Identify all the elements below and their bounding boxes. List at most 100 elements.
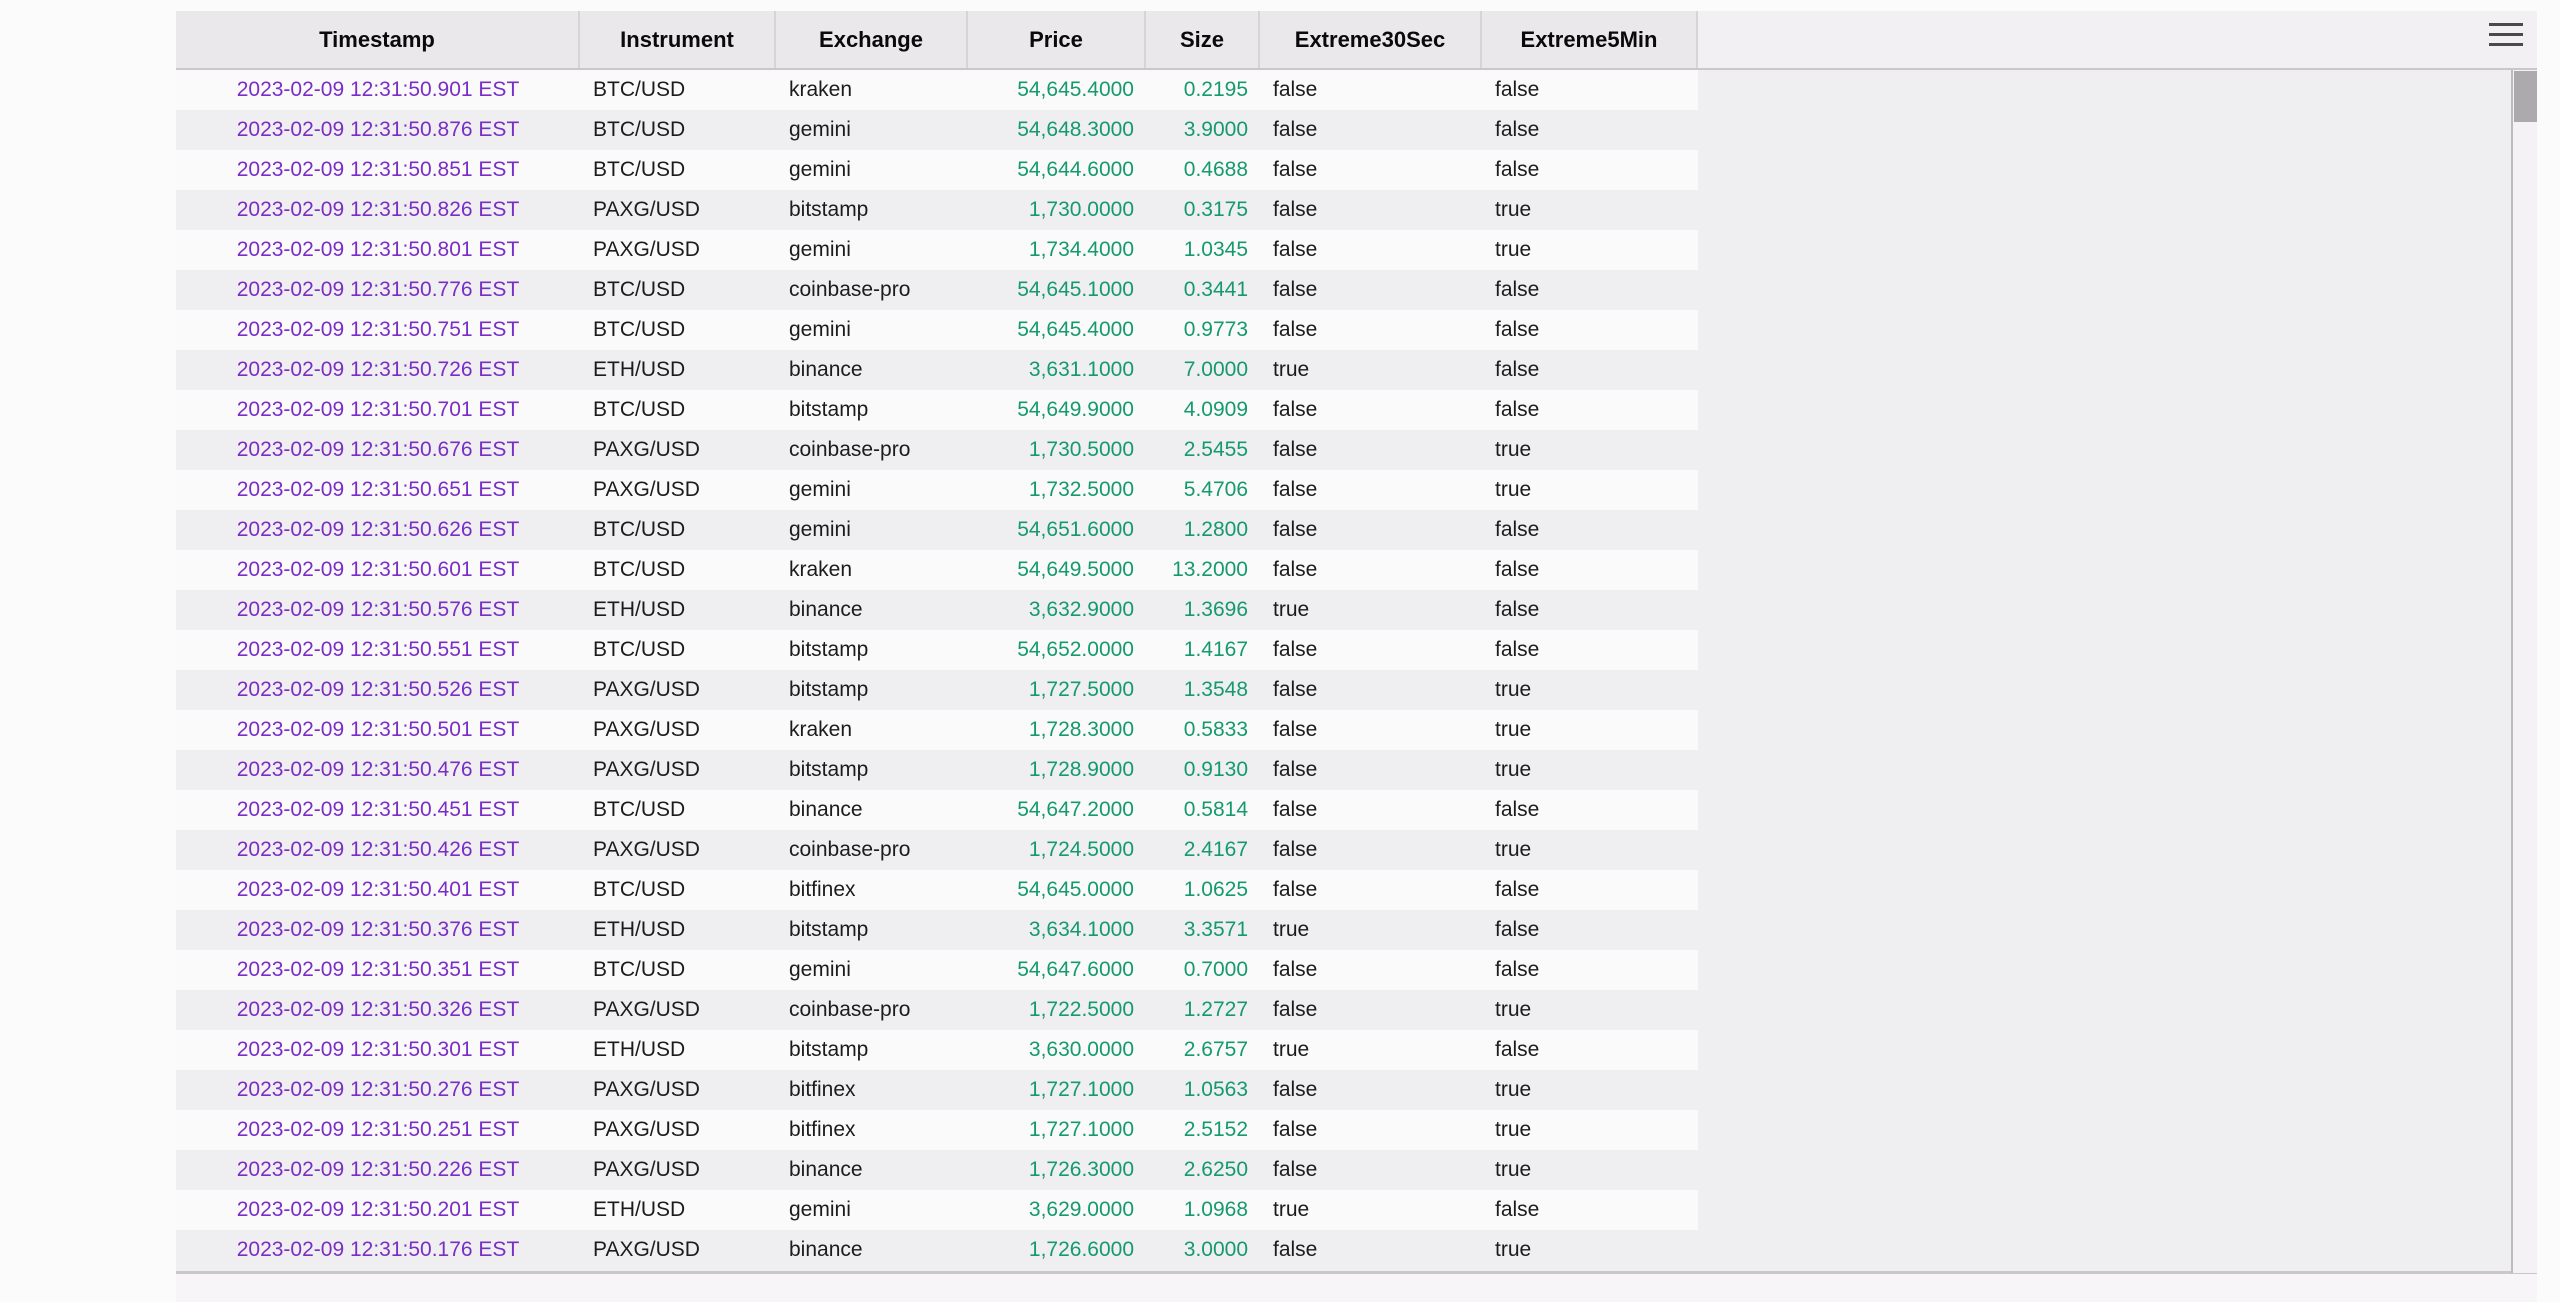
table-row[interactable]: 2023-02-09 12:31:50.326 EST PAXG/USD coinb… — [176, 990, 1698, 1030]
cell-exchange: binance — [789, 1238, 863, 1261]
cell-extreme30sec: false — [1273, 678, 1318, 701]
cell-price: 54,645.0000 — [1017, 878, 1134, 901]
table-row[interactable]: 2023-02-09 12:31:50.451 EST BTC/USD binanc… — [176, 790, 1698, 830]
cell-price: 1,726.6000 — [1028, 1238, 1134, 1261]
column-header-price[interactable]: Price — [968, 11, 1146, 68]
cell-timestamp: 2023-02-09 12:31:50.851 EST — [236, 158, 520, 181]
cell-extreme30sec: true — [1273, 1038, 1310, 1061]
table-row[interactable]: 2023-02-09 12:31:50.801 EST PAXG/USD gemin… — [176, 230, 1698, 270]
cell-timestamp: 2023-02-09 12:31:50.276 EST — [236, 1078, 520, 1101]
column-header-timestamp[interactable]: Timestamp — [176, 11, 580, 68]
cell-instrument: BTC/USD — [593, 278, 686, 301]
table-row[interactable]: 2023-02-09 12:31:50.526 EST PAXG/USD bitst… — [176, 670, 1698, 710]
cell-extreme30sec: false — [1273, 1238, 1318, 1261]
cell-timestamp: 2023-02-09 12:31:50.801 EST — [236, 238, 520, 261]
table-row[interactable]: 2023-02-09 12:31:50.426 EST PAXG/USD coinb… — [176, 830, 1698, 870]
cell-size: 1.2727 — [1183, 998, 1248, 1021]
column-header-extreme5min[interactable]: Extreme5Min — [1482, 11, 1698, 68]
cell-timestamp: 2023-02-09 12:31:50.351 EST — [236, 958, 520, 981]
vertical-scrollbar[interactable] — [2511, 70, 2537, 1273]
cell-price: 3,629.0000 — [1028, 1198, 1134, 1221]
hamburger-menu-icon[interactable] — [2489, 23, 2523, 49]
cell-exchange: gemini — [789, 478, 851, 501]
cell-instrument: BTC/USD — [593, 398, 686, 421]
table-row[interactable]: 2023-02-09 12:31:50.226 EST PAXG/USD binan… — [176, 1150, 1698, 1190]
cell-size: 2.5152 — [1183, 1118, 1248, 1141]
table-row[interactable]: 2023-02-09 12:31:50.751 EST BTC/USD gemini… — [176, 310, 1698, 350]
cell-extreme5min: false — [1495, 958, 1540, 981]
cell-exchange: coinbase-pro — [789, 998, 911, 1021]
cell-instrument: PAXG/USD — [593, 1238, 700, 1261]
cell-timestamp: 2023-02-09 12:31:50.176 EST — [236, 1238, 520, 1261]
cell-extreme5min: false — [1495, 1198, 1540, 1221]
cell-extreme30sec: false — [1273, 638, 1318, 661]
cell-instrument: ETH/USD — [593, 598, 686, 621]
cell-price: 3,631.1000 — [1028, 358, 1134, 381]
cell-extreme5min: true — [1495, 478, 1532, 501]
cell-extreme5min: true — [1495, 758, 1532, 781]
cell-size: 1.3696 — [1183, 598, 1248, 621]
cell-timestamp: 2023-02-09 12:31:50.876 EST — [236, 118, 520, 141]
cell-timestamp: 2023-02-09 12:31:50.226 EST — [236, 1158, 520, 1181]
table-row[interactable]: 2023-02-09 12:31:50.726 EST ETH/USD binanc… — [176, 350, 1698, 390]
table-row[interactable]: 2023-02-09 12:31:50.476 EST PAXG/USD bitst… — [176, 750, 1698, 790]
cell-exchange: bitfinex — [789, 1118, 856, 1141]
table-row[interactable]: 2023-02-09 12:31:50.501 EST PAXG/USD krake… — [176, 710, 1698, 750]
table-row[interactable]: 2023-02-09 12:31:50.901 EST BTC/USD kraken… — [176, 70, 1698, 110]
menu-bar — [2489, 43, 2523, 46]
cell-exchange: bitstamp — [789, 678, 869, 701]
cell-size: 2.6250 — [1183, 1158, 1248, 1181]
cell-exchange: bitstamp — [789, 198, 869, 221]
cell-exchange: bitfinex — [789, 1078, 856, 1101]
cell-exchange: binance — [789, 598, 863, 621]
cell-size: 1.4167 — [1183, 638, 1248, 661]
column-header-instrument[interactable]: Instrument — [580, 11, 776, 68]
cell-size: 0.9773 — [1183, 318, 1248, 341]
cell-timestamp: 2023-02-09 12:31:50.201 EST — [236, 1198, 520, 1221]
cell-price: 54,645.1000 — [1017, 278, 1134, 301]
table-row[interactable]: 2023-02-09 12:31:50.351 EST BTC/USD gemini… — [176, 950, 1698, 990]
table-row[interactable]: 2023-02-09 12:31:50.551 EST BTC/USD bitsta… — [176, 630, 1698, 670]
table-row[interactable]: 2023-02-09 12:31:50.876 EST BTC/USD gemini… — [176, 110, 1698, 150]
cell-exchange: gemini — [789, 158, 851, 181]
cell-instrument: PAXG/USD — [593, 438, 700, 461]
cell-instrument: ETH/USD — [593, 918, 686, 941]
cell-extreme30sec: false — [1273, 438, 1318, 461]
column-header-row: Timestamp Instrument Exchange Price Size… — [176, 11, 2537, 70]
table-row[interactable]: 2023-02-09 12:31:50.576 EST ETH/USD binanc… — [176, 590, 1698, 630]
table-row[interactable]: 2023-02-09 12:31:50.676 EST PAXG/USD coinb… — [176, 430, 1698, 470]
cell-exchange: bitfinex — [789, 878, 856, 901]
cell-exchange: gemini — [789, 518, 851, 541]
cell-extreme30sec: false — [1273, 878, 1318, 901]
cell-extreme5min: false — [1495, 918, 1540, 941]
table-row[interactable]: 2023-02-09 12:31:50.201 EST ETH/USD gemini… — [176, 1190, 1698, 1230]
table-row[interactable]: 2023-02-09 12:31:50.301 EST ETH/USD bitsta… — [176, 1030, 1698, 1070]
cell-exchange: gemini — [789, 238, 851, 261]
table-row[interactable]: 2023-02-09 12:31:50.601 EST BTC/USD kraken… — [176, 550, 1698, 590]
column-header-size[interactable]: Size — [1146, 11, 1260, 68]
cell-timestamp: 2023-02-09 12:31:50.451 EST — [236, 798, 520, 821]
table-row[interactable]: 2023-02-09 12:31:50.851 EST BTC/USD gemini… — [176, 150, 1698, 190]
table-row[interactable]: 2023-02-09 12:31:50.626 EST BTC/USD gemini… — [176, 510, 1698, 550]
column-header-extreme30sec[interactable]: Extreme30Sec — [1260, 11, 1482, 68]
table-row[interactable]: 2023-02-09 12:31:50.376 EST ETH/USD bitsta… — [176, 910, 1698, 950]
table-row[interactable]: 2023-02-09 12:31:50.701 EST BTC/USD bitsta… — [176, 390, 1698, 430]
table-row[interactable]: 2023-02-09 12:31:50.251 EST PAXG/USD bitfi… — [176, 1110, 1698, 1150]
cell-timestamp: 2023-02-09 12:31:50.301 EST — [236, 1038, 520, 1061]
column-header-exchange[interactable]: Exchange — [776, 11, 968, 68]
cell-extreme30sec: false — [1273, 78, 1318, 101]
table-row[interactable]: 2023-02-09 12:31:50.651 EST PAXG/USD gemin… — [176, 470, 1698, 510]
cell-exchange: kraken — [789, 78, 853, 101]
cell-instrument: PAXG/USD — [593, 758, 700, 781]
table-row[interactable]: 2023-02-09 12:31:50.276 EST PAXG/USD bitfi… — [176, 1070, 1698, 1110]
cell-extreme5min: false — [1495, 278, 1540, 301]
cell-instrument: BTC/USD — [593, 798, 686, 821]
table-row[interactable]: 2023-02-09 12:31:50.826 EST PAXG/USD bitst… — [176, 190, 1698, 230]
table-row[interactable]: 2023-02-09 12:31:50.776 EST BTC/USD coinba… — [176, 270, 1698, 310]
cell-price: 1,722.5000 — [1028, 998, 1134, 1021]
scrollbar-thumb[interactable] — [2514, 71, 2537, 122]
table-row[interactable]: 2023-02-09 12:31:50.176 EST PAXG/USD binan… — [176, 1230, 1698, 1270]
table-row[interactable]: 2023-02-09 12:31:50.401 EST BTC/USD bitfin… — [176, 870, 1698, 910]
cell-price: 1,730.0000 — [1028, 198, 1134, 221]
cell-extreme30sec: false — [1273, 998, 1318, 1021]
